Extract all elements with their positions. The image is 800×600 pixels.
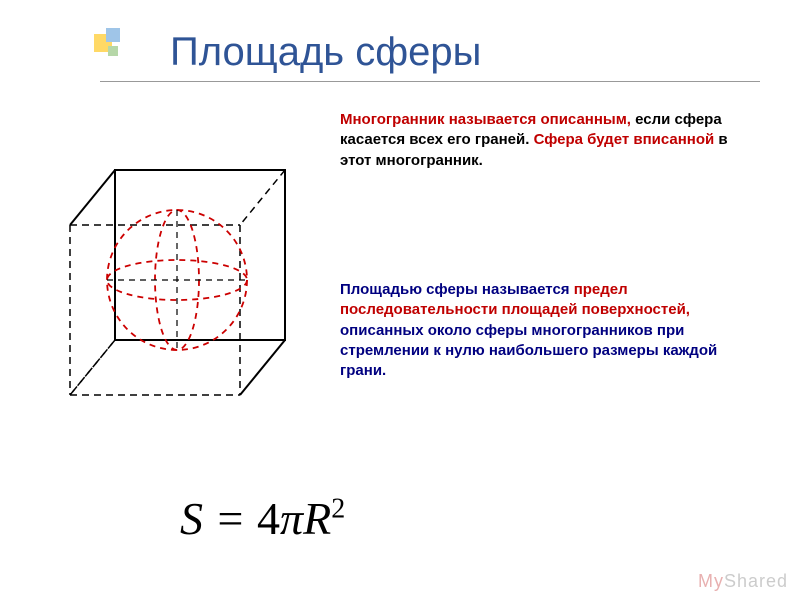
title-underline <box>100 81 760 82</box>
watermark-rest: Shared <box>724 571 788 591</box>
title-area: Площадь сферы <box>100 30 760 82</box>
definition-circumscribed: Многогранник называется описанным, если … <box>340 110 740 171</box>
cube-front-face <box>115 170 285 340</box>
deco-square-2 <box>106 28 120 42</box>
def2-lead: Площадью сферы называется <box>340 281 574 298</box>
formula-S: S <box>180 493 203 544</box>
def1-highlight-2: Сфера будет вписанной <box>534 131 719 148</box>
formula-exp: 2 <box>331 494 345 525</box>
definition-sphere-area: Площадью сферы называется предел последо… <box>340 280 740 381</box>
cube-top-right-back-edge <box>240 170 285 225</box>
watermark-my: Мy <box>698 571 724 591</box>
def1-highlight-1: Многогранник называется описанным, <box>340 111 635 128</box>
cube-sphere-diagram <box>55 130 325 410</box>
cube-top-left-edge <box>70 170 115 225</box>
formula-pi: π <box>280 493 303 544</box>
formula-4: 4 <box>257 493 280 544</box>
def2-tail: описанных около сферы многогранников при… <box>340 322 717 380</box>
page-title: Площадь сферы <box>170 30 760 75</box>
deco-square-3 <box>108 46 118 56</box>
cube-bottom-right-diag <box>240 340 285 395</box>
formula-eq: = <box>203 493 257 544</box>
watermark: МyShared <box>698 571 788 592</box>
sphere-area-formula: S = 4πR2 <box>180 492 345 545</box>
formula-R: R <box>303 493 331 544</box>
